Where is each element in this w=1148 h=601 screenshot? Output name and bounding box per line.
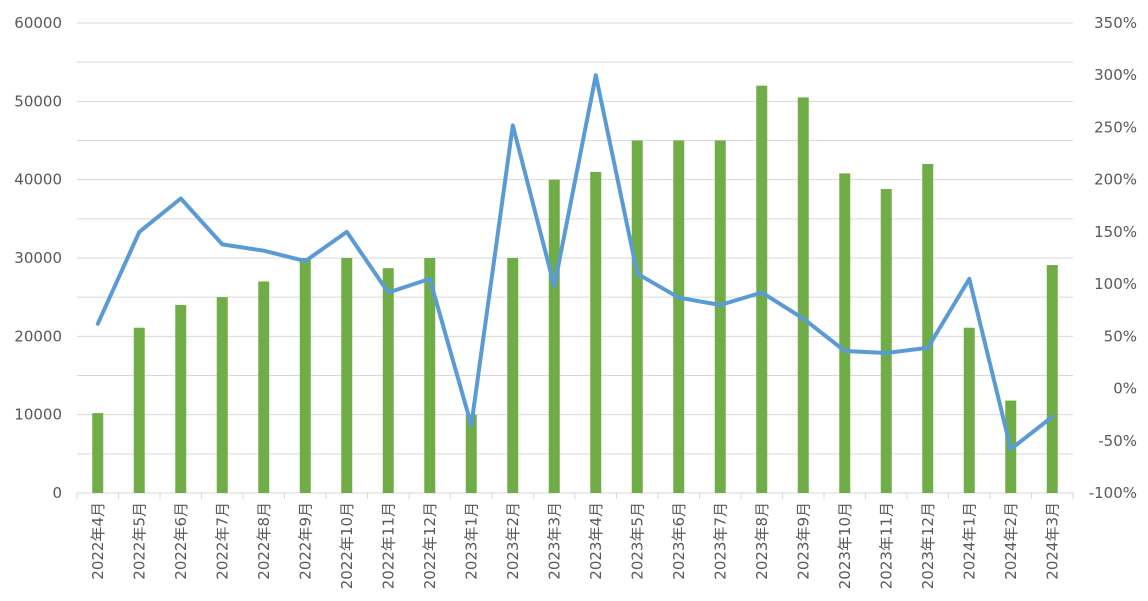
x-tick-label: 2022年7月: [213, 502, 231, 580]
gridlines: [76, 22, 1074, 499]
x-tick-label: 2023年5月: [628, 502, 646, 580]
right-tick-label: 50%: [1104, 327, 1137, 345]
bar: [424, 258, 436, 493]
left-tick-label: 10000: [14, 406, 62, 424]
x-tick-label: 2023年8月: [753, 502, 771, 580]
bar: [133, 327, 145, 493]
right-tick-label: -50%: [1098, 432, 1137, 450]
x-tick-label: 2022年8月: [255, 502, 273, 580]
bar: [341, 258, 353, 493]
bar: [507, 258, 519, 493]
bar: [756, 85, 768, 494]
bar: [839, 173, 851, 493]
x-tick-label: 2023年6月: [670, 502, 688, 580]
left-axis-ticks: 0 10000 20000 30000 40000 50000 60000: [14, 14, 62, 502]
x-tick-label: 2022年5月: [130, 502, 148, 580]
right-tick-label: 200%: [1094, 171, 1137, 189]
bar: [548, 179, 560, 493]
bar: [963, 327, 975, 493]
x-tick-label: 2023年11月: [877, 502, 895, 589]
x-tick-label: 2022年6月: [172, 502, 190, 580]
right-tick-label: 100%: [1094, 275, 1137, 293]
x-tick-label: 2022年12月: [421, 502, 439, 589]
x-tick-label: 2023年4月: [587, 502, 605, 580]
bar: [714, 140, 726, 493]
x-tick-label: 2024年3月: [1043, 502, 1061, 580]
bar: [922, 164, 934, 493]
x-tick-label: 2023年3月: [545, 502, 563, 580]
right-tick-label: 250%: [1094, 118, 1137, 136]
bar: [1046, 265, 1058, 493]
bar: [465, 414, 477, 493]
bar-series: [92, 85, 1058, 494]
right-tick-label: -100%: [1089, 484, 1137, 502]
x-tick-label: 2023年9月: [794, 502, 812, 580]
x-tick-label: 2022年10月: [338, 502, 356, 589]
right-tick-label: 350%: [1094, 14, 1137, 32]
x-tick-label: 2023年12月: [919, 502, 937, 589]
left-tick-label: 40000: [14, 171, 62, 189]
x-axis-ticks: 2022年4月 2022年5月 2022年6月 2022年7月 2022年8月 2022年…: [89, 502, 1062, 589]
growth-line: [95, 73, 1055, 452]
bar: [216, 297, 228, 493]
bar: [797, 97, 809, 494]
bar: [880, 189, 892, 494]
line-series: [95, 73, 1055, 452]
bar: [299, 258, 311, 493]
left-tick-label: 50000: [14, 92, 62, 110]
bar: [631, 140, 643, 493]
x-tick-label: 2023年2月: [504, 502, 522, 580]
bar: [175, 305, 187, 493]
right-axis-ticks: -100% -50% 0% 50% 100% 150% 200% 250% 300% 350%: [1089, 14, 1137, 502]
x-tick-label: 2024年1月: [960, 502, 978, 580]
x-tick-label: 2022年9月: [296, 502, 314, 580]
bar: [92, 413, 104, 493]
left-tick-label: 30000: [14, 249, 62, 267]
right-tick-label: 0%: [1113, 380, 1137, 398]
x-tick-label: 2023年10月: [836, 502, 854, 589]
left-tick-label: 20000: [14, 327, 62, 345]
bar: [590, 171, 602, 494]
bar: [673, 140, 685, 493]
x-tick-label: 2023年1月: [462, 502, 480, 580]
x-tick-label: 2022年4月: [89, 502, 107, 580]
bar: [258, 281, 270, 493]
bar: [382, 268, 394, 493]
left-tick-label: 60000: [14, 14, 62, 32]
x-tick-label: 2023年7月: [711, 502, 729, 580]
x-tick-label: 2024年2月: [1002, 502, 1020, 580]
x-tick-label: 2022年11月: [379, 502, 397, 589]
right-tick-label: 300%: [1094, 66, 1137, 84]
right-tick-label: 150%: [1094, 223, 1137, 241]
left-tick-label: 0: [52, 484, 62, 502]
